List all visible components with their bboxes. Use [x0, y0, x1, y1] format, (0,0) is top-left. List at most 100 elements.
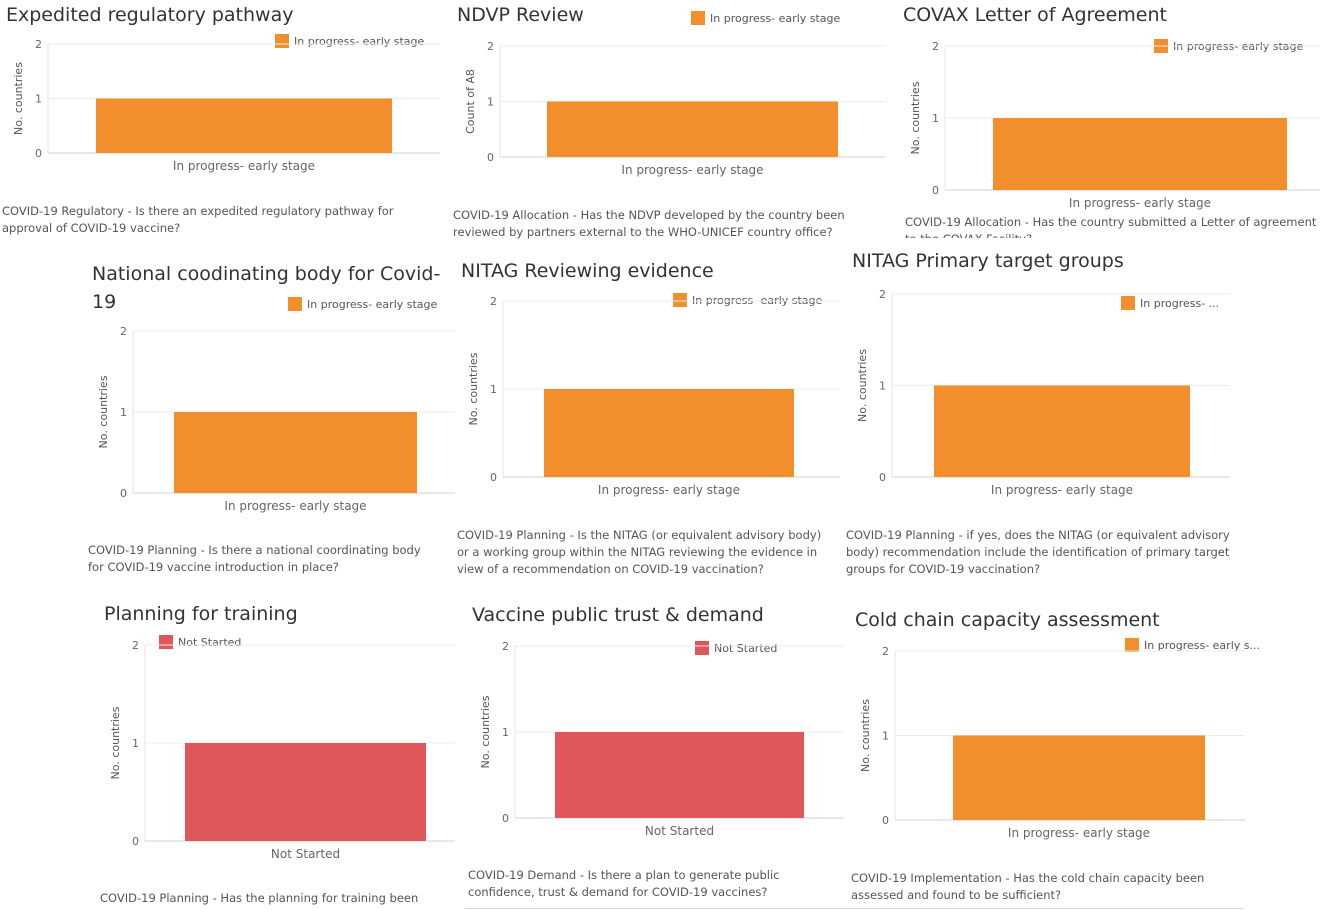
legend-swatch	[1121, 296, 1135, 310]
bar	[555, 732, 804, 818]
legend[interactable]: Not Started	[695, 641, 777, 655]
y-tick-label: 0	[502, 812, 509, 825]
panel-title: Cold chain capacity assessment	[855, 609, 1160, 631]
legend-label: In progress- early stage	[692, 293, 823, 307]
bar-chart: 0 1 2 Count of A8 In progress- early stage	[464, 40, 885, 177]
legend-swatch	[691, 11, 705, 25]
x-category-label: In progress- early stage	[621, 163, 763, 177]
legend[interactable]: In progress- ...	[1121, 296, 1219, 310]
y-axis-title: No. countries	[467, 352, 480, 425]
bar	[547, 101, 838, 157]
panel-title: Expedited regulatory pathway	[6, 4, 294, 26]
y-tick-label: 0	[932, 184, 939, 197]
y-axis-title: No. countries	[909, 81, 922, 154]
chart-caption: COVID-19 Planning - Has the planning for…	[100, 891, 419, 905]
y-axis-title: No. countries	[479, 695, 492, 768]
legend-label: Not Started	[714, 641, 778, 655]
y-tick-label: 2	[490, 295, 497, 308]
bar-chart: 0 1 2 No. countries In progress- early stage	[12, 38, 440, 173]
bar-chart: 0 1 2 No. countries In progress- early stage	[467, 295, 840, 497]
legend[interactable]: In progress- early stage	[673, 293, 822, 307]
bar	[544, 389, 794, 477]
legend[interactable]: In progress- early stage	[288, 297, 437, 311]
legend-label: In progress- ...	[1140, 296, 1220, 310]
bar-chart: 0 1 2 No. countries In progress- early stage	[97, 325, 455, 513]
y-tick-label: 1	[490, 383, 497, 396]
chart-caption: COVID-19 Allocation - Has the NDVP devel…	[453, 208, 845, 239]
y-tick-label: 2	[132, 639, 139, 652]
legend[interactable]: In progress- early stage	[691, 11, 840, 25]
chart-caption: COVID-19 Regulatory - Is there an expedi…	[2, 204, 394, 235]
legend[interactable]: In progress- early s...	[1125, 638, 1260, 652]
bar	[185, 743, 426, 841]
y-tick-label: 1	[882, 730, 889, 743]
y-tick-label: 0	[487, 151, 494, 164]
chart-caption: COVID-19 Implementation - Has the cold c…	[851, 871, 1205, 902]
bottom-divider	[465, 908, 1245, 909]
legend-swatch	[673, 293, 687, 307]
y-axis-title: No. countries	[97, 375, 110, 448]
y-tick-label: 0	[35, 147, 42, 160]
panel-title: NITAG Primary target groups	[852, 250, 1124, 272]
x-category-label: In progress- early stage	[1069, 196, 1211, 210]
bar-chart: 0 1 2 No. countries In progress- early stage	[856, 288, 1230, 497]
y-tick-label: 1	[487, 96, 494, 109]
bar-chart: 0 1 2 No. countries In progress- early stage	[909, 40, 1320, 210]
chart-caption: COVID-19 Allocation - Has the country su…	[905, 215, 1317, 238]
y-tick-label: 1	[879, 380, 886, 393]
y-axis-title: No. countries	[109, 706, 122, 779]
bar	[96, 98, 392, 153]
bar	[934, 385, 1190, 477]
y-axis-title: No. countries	[859, 699, 872, 772]
y-tick-label: 2	[35, 38, 42, 51]
bar-chart: 0 1 2 No. countries In progress- early stage	[859, 645, 1245, 840]
x-category-label: Not Started	[271, 847, 340, 861]
legend-swatch	[1125, 638, 1139, 652]
chart-caption: COVID-19 Planning - if yes, does the NIT…	[846, 528, 1230, 576]
y-tick-label: 2	[502, 640, 509, 653]
legend-label: In progress- early stage	[307, 297, 438, 311]
bar	[174, 412, 417, 493]
x-category-label: In progress- early stage	[991, 483, 1133, 497]
bar-chart: 0 1 2 No. countries Not Started	[109, 639, 455, 861]
panel-title: NITAG Reviewing evidence	[461, 260, 714, 282]
bar	[993, 118, 1287, 190]
y-tick-label: 0	[490, 471, 497, 484]
y-axis-title: Count of A8	[464, 69, 477, 134]
y-tick-label: 0	[879, 471, 886, 484]
y-tick-label: 1	[502, 726, 509, 739]
legend-swatch	[695, 641, 709, 655]
y-tick-label: 2	[879, 288, 886, 301]
bar	[953, 735, 1205, 820]
y-tick-label: 0	[120, 487, 127, 500]
x-category-label: Not Started	[645, 824, 714, 838]
y-tick-label: 1	[35, 93, 42, 106]
x-category-label: In progress- early stage	[224, 499, 366, 513]
chart-caption: COVID-19 Planning - Is there a national …	[88, 543, 421, 574]
legend-label: In progress- early s...	[1144, 638, 1260, 652]
panel-title: Planning for training	[104, 603, 298, 625]
y-tick-label: 0	[882, 814, 889, 827]
x-category-label: In progress- early stage	[1008, 826, 1150, 840]
y-tick-label: 2	[487, 40, 494, 53]
chart-caption: COVID-19 Demand - Is there a plan to gen…	[468, 868, 780, 899]
chart-caption: COVID-19 Planning - Is the NITAG (or equ…	[457, 528, 822, 576]
y-tick-label: 2	[120, 325, 127, 338]
y-tick-label: 2	[882, 645, 889, 658]
legend-swatch	[288, 297, 302, 311]
panel-title: COVAX Letter of Agreement	[903, 4, 1167, 26]
x-category-label: In progress- early stage	[173, 159, 315, 173]
panel-title: National coodinating body for Covid-19	[92, 263, 441, 313]
legend-label: In progress- early stage	[710, 11, 841, 25]
panel-title: Vaccine public trust & demand	[472, 604, 764, 626]
y-tick-label: 0	[132, 835, 139, 848]
bar-chart: 0 1 2 No. countries Not Started	[479, 640, 844, 838]
y-axis-title: No. countries	[12, 62, 25, 135]
x-category-label: In progress- early stage	[598, 483, 740, 497]
y-tick-label: 2	[932, 40, 939, 53]
y-tick-label: 1	[132, 737, 139, 750]
panel-title: NDVP Review	[457, 4, 584, 26]
y-tick-label: 1	[932, 112, 939, 125]
y-axis-title: No. countries	[856, 349, 869, 422]
y-tick-label: 1	[120, 406, 127, 419]
